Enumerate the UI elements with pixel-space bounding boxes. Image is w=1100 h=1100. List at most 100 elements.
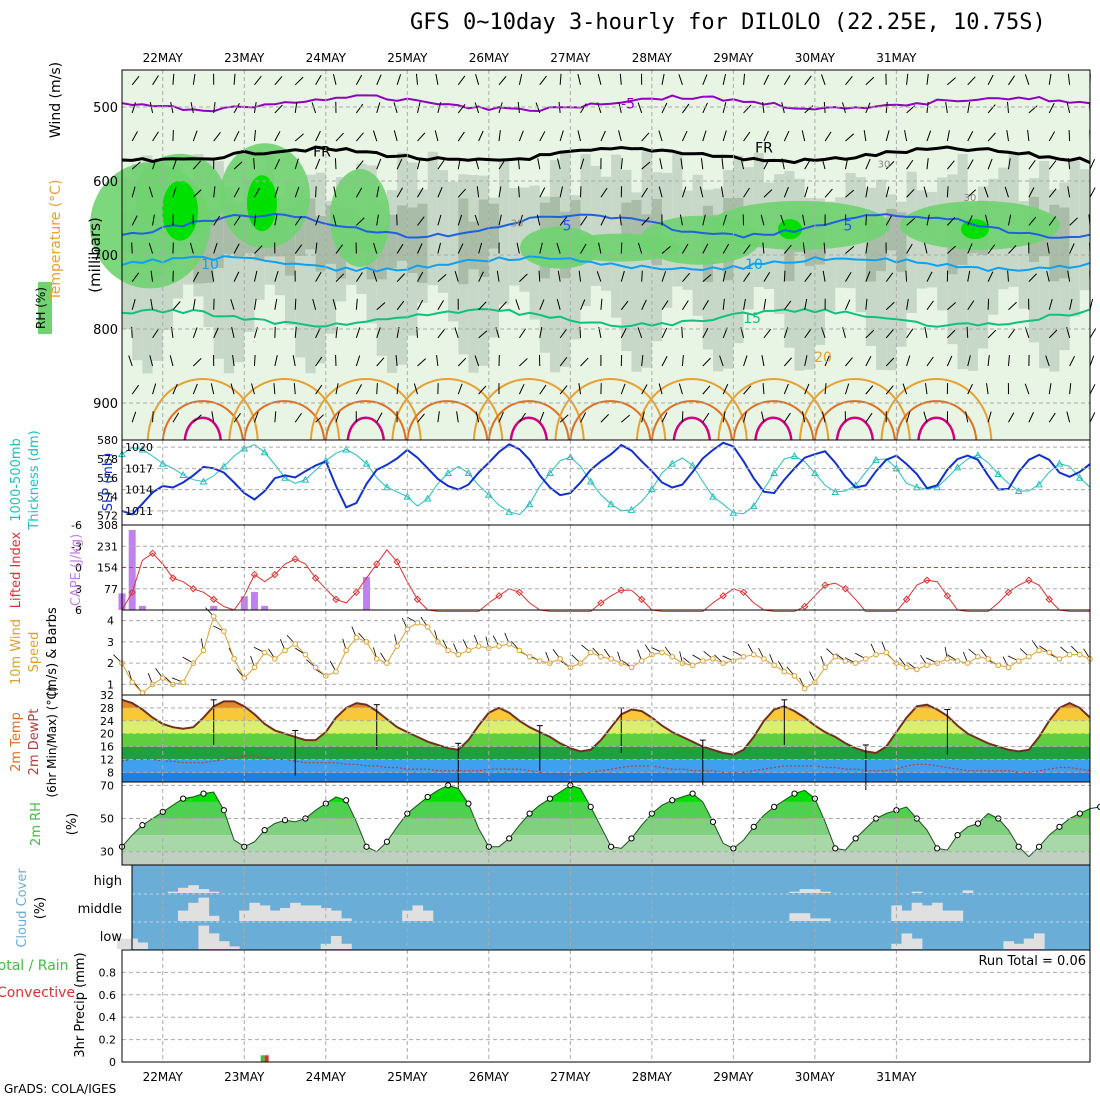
wind-barb [679,214,683,226]
wind-barb [845,246,855,254]
wind-barb [335,244,343,254]
wind-barb [865,412,873,423]
cloud-cover-bar [341,918,352,921]
wind-barb [658,383,663,395]
rh-cell [814,198,826,345]
bottom-date-label: 22MAY [143,1070,184,1084]
wind-speed-point [210,613,217,620]
wind-barb [1028,273,1037,282]
wind-barb [580,216,588,226]
wind-barb [152,383,157,395]
wind-barb [926,356,934,367]
wind-barb [661,102,668,114]
wind-barb [1069,217,1078,226]
wind-speed-point [761,656,767,662]
lifted-index-tick-label: 6 [75,604,82,617]
slp-tick-label: 1020 [125,441,153,454]
wind-speed-point [638,658,645,664]
wind-barb [152,214,155,226]
wind-barb [820,74,826,85]
wind-barb [641,299,647,310]
wind-barb [947,245,956,254]
wind-barb [559,356,568,367]
wind-barb [1046,242,1050,254]
thickness-point [179,470,187,478]
wind-barb [355,327,361,339]
precip-tick-label: 0.4 [99,1011,117,1024]
wind-barb [1089,384,1096,395]
contour-label: 30 [511,219,524,230]
wind-speed-point [873,651,879,658]
rh-point [180,795,187,802]
wind-barb [294,244,303,254]
precip-total-bar [260,1055,265,1062]
cloud-cover-bar [799,913,811,921]
wind-speed-point [455,651,462,658]
rh-point [791,790,798,797]
cloud-cover-bar [259,905,271,921]
rh-cell [1018,201,1030,309]
wind-barb [763,74,770,86]
grid-lines [122,70,1090,1062]
wind-barb [822,270,826,282]
wind-barb [131,102,136,114]
rh-point [220,807,227,814]
wind-barb [760,214,765,226]
wind-barb [600,298,603,310]
temperature-contour-20 [554,378,667,441]
rh-cell [1069,160,1081,317]
temp-axis-label: 2m Temp [9,712,24,772]
wind-barb [478,271,484,282]
wind-speed-point [516,647,523,654]
thickness-point [505,507,514,515]
wind-speed-point [557,656,563,662]
rh-cell [325,205,337,264]
lifted-index-point [821,581,829,589]
thickness-point [444,469,452,477]
wind-barb [681,354,684,367]
slp-line [121,441,1091,516]
wind-barb [967,243,973,254]
temp-tick-label: 32 [100,689,114,702]
wind-barb [149,102,154,114]
rh-point [1056,823,1063,830]
wind-speed-point [139,690,146,696]
wind-speed-point [883,649,890,656]
wind-barb [478,385,487,395]
wind-barb [682,272,690,282]
thickness-point [220,462,228,470]
wind-barb [293,383,296,395]
wind-speed-point [496,643,502,649]
rh-cell [509,188,520,286]
wind-barb [233,215,241,226]
wind-barb [213,215,221,226]
rh-point [546,795,554,802]
panel-frames [121,69,1091,1063]
wind-barb [743,131,751,142]
wind-barb [844,299,851,310]
wind-barb [619,214,622,226]
wind-barb [192,298,196,310]
wind-speed-point [1005,664,1012,671]
rh-cell [1059,207,1071,279]
rh-point [200,790,207,797]
wind-barb [580,357,589,367]
wind-barb [845,133,855,142]
rh-cell [876,179,887,370]
temperature-contour [121,145,1091,165]
thickness-point [607,500,615,508]
cloud-cover-bar [962,890,974,893]
lifted-index-point [271,570,279,579]
rh-point [261,827,268,834]
wind-barb [1028,216,1037,226]
wind-barb [904,130,908,142]
rh-point [1035,843,1043,850]
thickness-point [668,459,677,467]
rh-cell [427,151,439,286]
cloud-cover-bar [891,943,902,949]
wind-barb [1066,411,1071,423]
wind-barb [743,385,752,395]
wind-barb [518,130,524,142]
wind-barb [682,103,690,114]
bottom-date-label: 26MAY [469,1070,510,1084]
